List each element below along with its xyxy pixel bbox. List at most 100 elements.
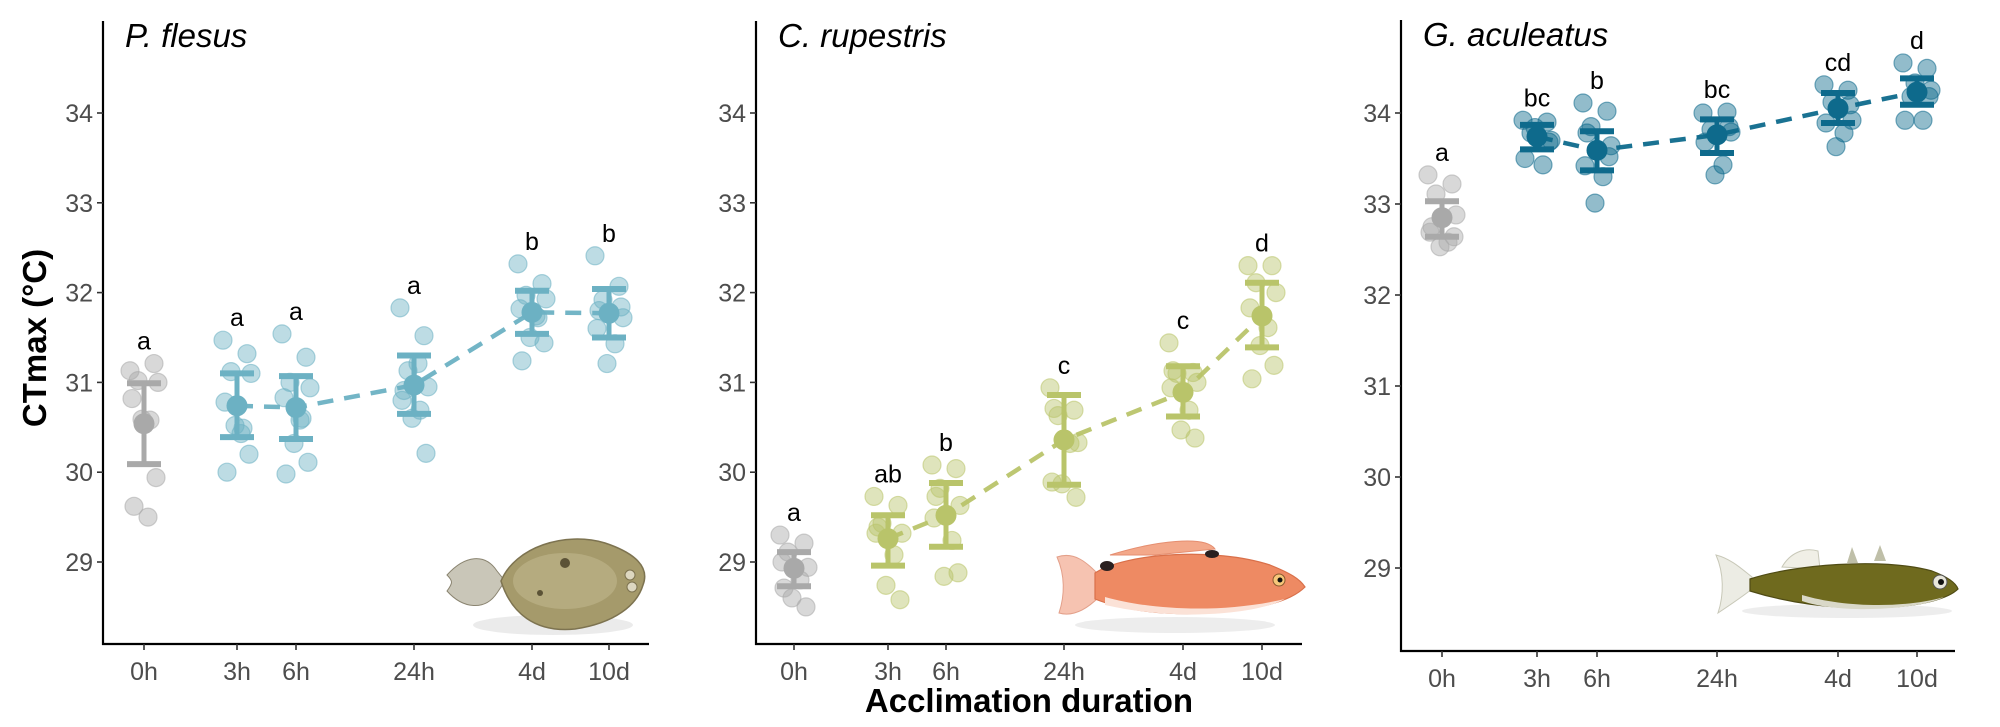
mean-point [403,374,425,396]
data-point [1418,165,1438,185]
x-tick-label: 3h [223,658,251,686]
fish-eye [624,569,636,581]
mean-point [133,413,155,435]
data-point [298,452,318,472]
group-24h: c [1040,352,1088,507]
data-point [1585,193,1605,213]
group-3h: bc [1513,84,1561,175]
y-tick-label: 30 [718,459,746,487]
data-point [1187,372,1207,392]
group-24h: bc [1693,76,1741,185]
y-axis-title: CTmax (°C) [16,249,53,427]
data-point [890,590,910,610]
significance-letter: a [137,328,151,356]
x-tick-label: 4d [1824,665,1852,693]
fish-shadow [1075,617,1275,633]
data-point [922,455,942,475]
y-tick-label: 29 [1363,555,1391,583]
data-point [296,347,316,367]
fish-pupil [1277,577,1283,583]
data-point [272,324,292,344]
data-point [1159,333,1179,353]
fish-tail [1715,554,1753,615]
y-tick-label: 29 [65,549,93,577]
mean-point [877,528,899,550]
group-10d: d [1893,27,1941,130]
y-tick-label: 34 [65,100,93,128]
significance-letter: b [525,228,539,256]
y-tick-label: 33 [1363,191,1391,219]
significance-letter: a [787,499,801,527]
x-tick-label: 4d [1169,658,1197,686]
fish-dorsal-fin [1109,540,1216,556]
data-point [300,378,320,398]
data-point [1185,428,1205,448]
mean-point [1526,126,1548,148]
significance-letter: d [1910,27,1924,55]
group-6h: a [272,298,320,484]
y-tick-label: 30 [1363,464,1391,492]
fish-spine [1847,547,1858,563]
group-0h: a [770,499,818,617]
fish-spot [1100,561,1114,571]
y-tick-label: 34 [1363,100,1391,128]
significance-letter: a [230,304,244,332]
data-point [1533,155,1553,175]
x-tick-label: 0h [130,658,158,686]
y-tick-label: 32 [1363,282,1391,310]
significance-letter: a [289,298,303,326]
wrasse-illustration [1056,540,1306,633]
data-point [213,330,233,350]
data-point [414,326,434,346]
y-tick-label: 31 [718,369,746,397]
significance-letter: c [1177,307,1190,335]
mean-point [1827,97,1849,119]
data-point [122,388,142,409]
data-point [1266,283,1286,303]
y-tick-label: 33 [718,190,746,218]
group-0h: a [120,328,168,527]
mean-point [521,301,543,323]
data-point [1913,110,1933,130]
x-tick-label: 24h [1696,665,1738,693]
data-point [585,246,605,266]
y-tick-label: 33 [65,190,93,218]
x-tick-label: 6h [932,658,960,686]
y-tick-label: 34 [718,100,746,128]
fish-spot [560,558,570,568]
data-point [1044,398,1064,419]
significance-letter: a [1435,139,1449,167]
x-tick-label: 4d [518,658,546,686]
mean-point [226,395,248,417]
group-6h: b [1573,67,1621,213]
x-tick-label: 0h [1428,665,1456,693]
data-point [1705,165,1725,185]
data-point [1597,101,1617,121]
mean-point [935,504,957,526]
mean-point [1251,305,1273,327]
flounder-illustration [446,538,646,635]
mean-point [1586,139,1608,161]
significance-letter: b [1590,67,1604,95]
mean-trend-line [1536,89,1918,153]
mean-point [1053,429,1075,451]
data-point [124,496,144,516]
fish-pupil [1938,579,1944,585]
y-tick-label: 31 [65,369,93,397]
x-tick-label: 3h [1523,665,1551,693]
fish-belly [1105,597,1285,615]
x-tick-label: 3h [874,658,902,686]
data-point [237,344,257,364]
significance-letter: cd [1825,49,1851,77]
data-point [946,459,966,479]
x-tick-label: 6h [282,658,310,686]
significance-letter: bc [1704,76,1730,104]
fish-spot [1205,550,1219,558]
group-3h: ab [864,460,912,610]
data-point [1064,400,1084,420]
y-tick-label: 32 [718,280,746,308]
group-4d: cd [1814,49,1862,157]
significance-letter: b [939,429,953,457]
fish-tail [446,558,506,606]
